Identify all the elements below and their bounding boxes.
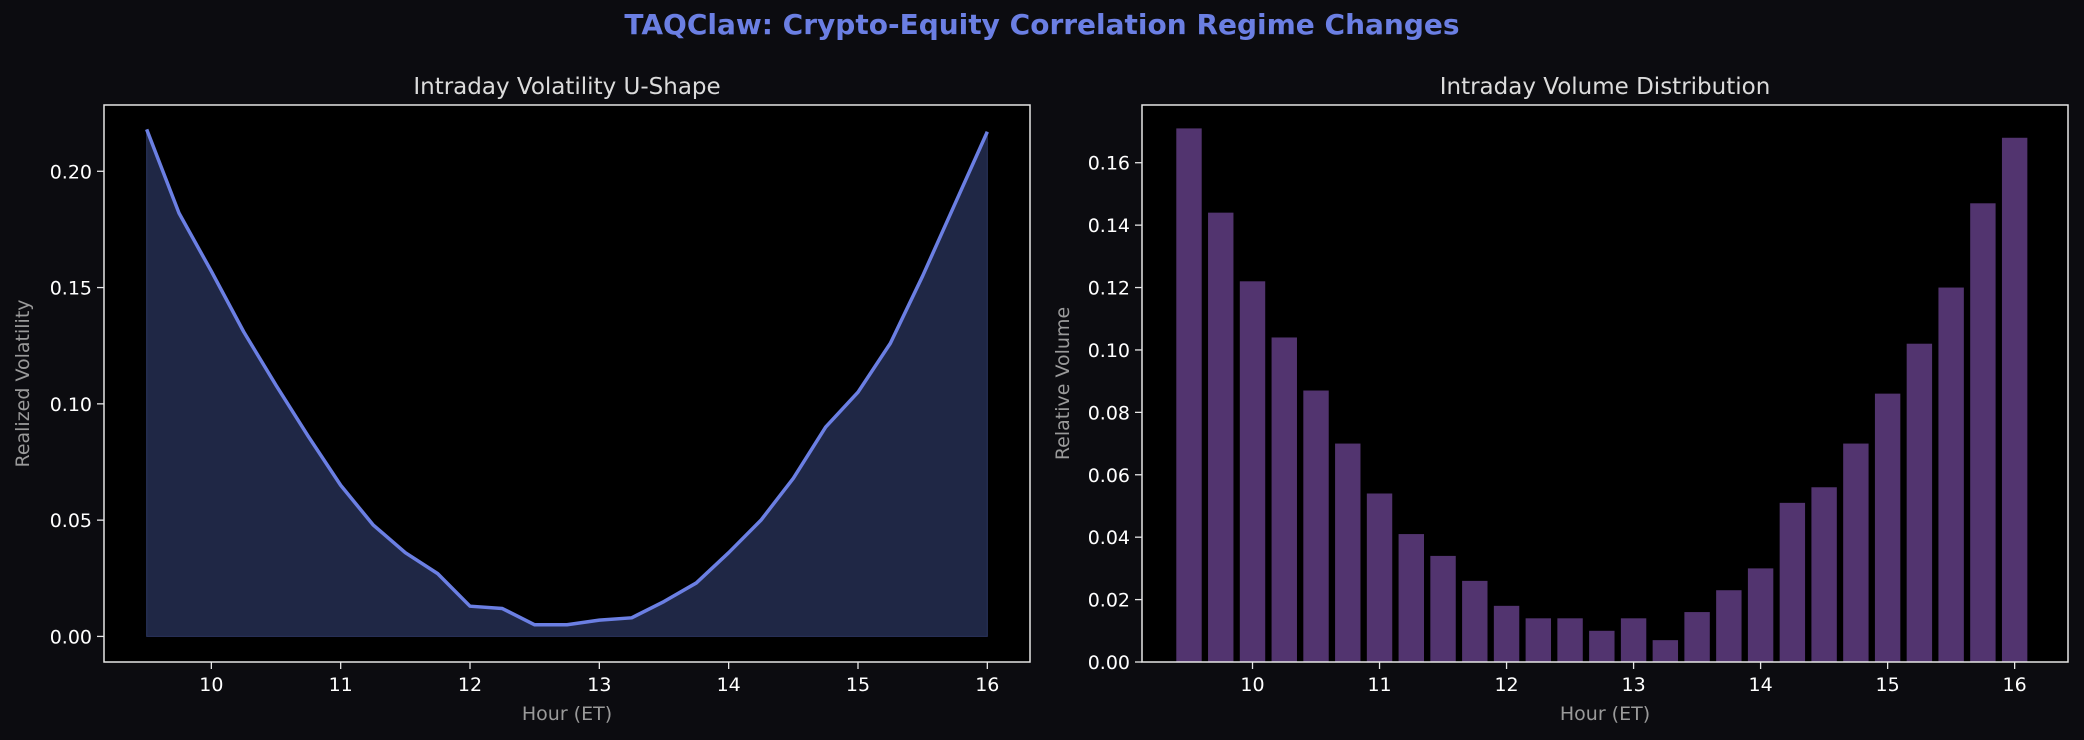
vol-x-tick-label: 10 (199, 674, 223, 696)
volume-bar (1208, 212, 1234, 662)
vol-x-tick-label: 14 (717, 674, 741, 696)
volume-bar (1525, 618, 1552, 662)
volume-y-tick-label: 0.02 (1088, 590, 1130, 612)
volume-x-tick-label: 12 (1494, 674, 1518, 696)
volume-bar (1843, 443, 1869, 662)
volume-bar (1684, 612, 1710, 662)
volume-bar (1557, 618, 1583, 662)
volume-chart-title: Intraday Volume Distribution (1440, 74, 1771, 100)
vol-y-tick-label: 0.00 (50, 626, 92, 648)
volume-x-tick-label: 10 (1240, 674, 1264, 696)
vol-y-tick-label: 0.15 (50, 278, 92, 300)
volume-y-tick-label: 0.16 (1088, 153, 1130, 175)
vol-x-tick-label: 16 (975, 674, 999, 696)
vol-y-axis-label: Realized Volatility (12, 299, 34, 467)
vol-x-tick-label: 15 (846, 674, 870, 696)
volume-bar (2001, 137, 2028, 662)
volume-bar (1970, 203, 1996, 662)
vol-x-tick-label: 12 (458, 674, 482, 696)
volume-x-axis-label: Hour (ET) (1560, 703, 1650, 725)
volume-x-tick-label: 14 (1749, 674, 1773, 696)
volume-bar (1906, 343, 1933, 662)
volume-y-axis-label: Relative Volume (1052, 307, 1074, 460)
volume-bar (1811, 487, 1837, 662)
vol-chart-title: Intraday Volatility U-Shape (413, 74, 720, 100)
volume-bar (1779, 502, 1806, 662)
volume-x-tick-label: 16 (2003, 674, 2027, 696)
figure-title: TAQClaw: Crypto-Equity Correlation Regim… (624, 8, 1460, 41)
volatility-chart: 10 11 12 13 14 15 16 0.00 0.05 0.10 0.15 0.20 Intrad… (12, 74, 1031, 725)
volume-y-tick-label: 0.10 (1088, 340, 1130, 362)
vol-x-tick-label: 13 (587, 674, 611, 696)
volume-bar (1335, 443, 1361, 662)
volume-bar (1176, 128, 1202, 662)
volume-x-tick-label: 11 (1367, 674, 1391, 696)
volume-y-tick-label: 0.04 (1088, 527, 1130, 549)
volume-bar (1589, 630, 1615, 662)
volume-bar (1716, 590, 1742, 662)
vol-x-tick-label: 11 (329, 674, 353, 696)
volume-bar (1239, 281, 1266, 662)
volume-chart: 10 11 12 13 14 15 16 0.00 0.02 0.04 0.06 0.08 0.10 0.… (1052, 74, 2069, 725)
volume-bar (1271, 337, 1297, 662)
volume-bar (1430, 555, 1456, 662)
volume-y-tick-label: 0.00 (1088, 652, 1130, 674)
volume-bar (1303, 390, 1329, 662)
vol-axes-frame (103, 104, 1031, 663)
volume-bar (1874, 393, 1901, 662)
volume-y-tick-label: 0.12 (1088, 278, 1130, 300)
vol-y-tick-label: 0.10 (50, 394, 92, 416)
vol-y-tick-label: 0.20 (50, 161, 92, 183)
vol-y-tick-label: 0.05 (50, 510, 92, 532)
volume-bar (1398, 534, 1424, 662)
vol-x-axis-label: Hour (ET) (522, 703, 612, 725)
volume-axes-frame (1141, 104, 2069, 663)
volume-y-tick-label: 0.14 (1088, 215, 1130, 237)
volume-bar (1462, 580, 1488, 662)
volume-bar (1938, 287, 1964, 662)
volume-x-tick-label: 13 (1621, 674, 1645, 696)
volume-y-tick-label: 0.08 (1088, 402, 1130, 424)
volume-bar (1620, 618, 1647, 662)
volume-bar (1652, 640, 1679, 662)
volume-bar (1493, 605, 1520, 662)
volume-bar (1747, 568, 1774, 662)
volume-bar (1366, 493, 1393, 662)
volume-y-tick-label: 0.06 (1088, 465, 1130, 487)
volume-x-tick-label: 15 (1876, 674, 1900, 696)
